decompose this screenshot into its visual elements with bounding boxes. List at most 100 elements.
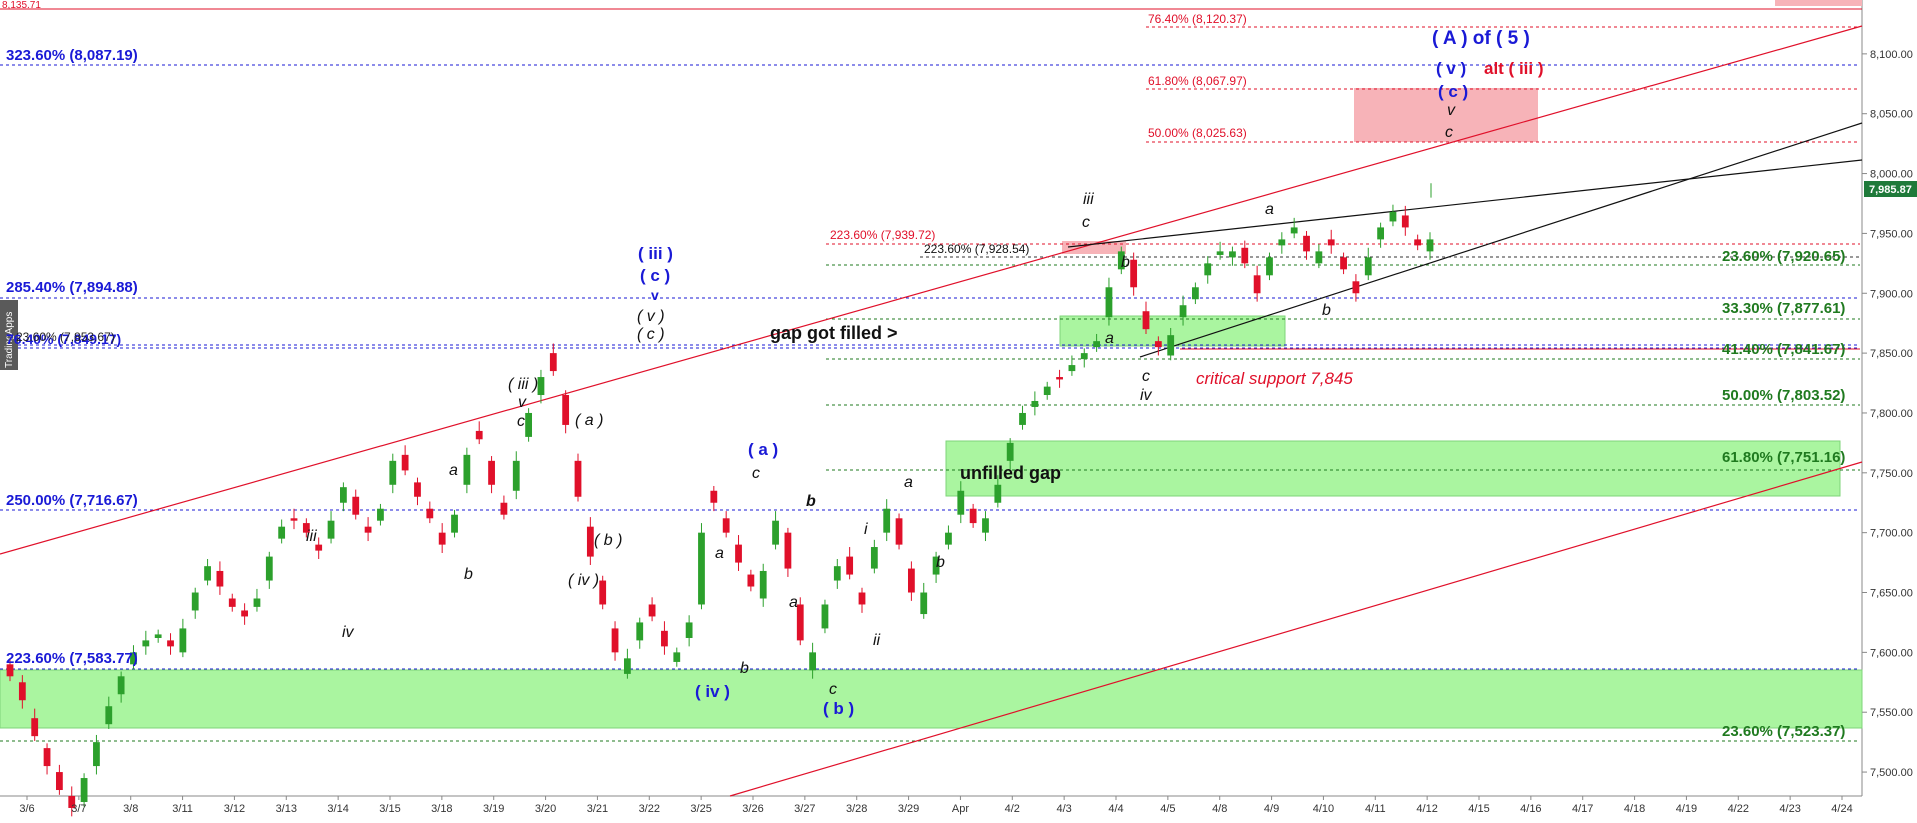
time-tick-label: 4/5 xyxy=(1160,803,1175,815)
candle-body xyxy=(1154,341,1162,348)
candle-body xyxy=(31,718,39,737)
candle-body xyxy=(747,574,755,587)
wave-label-iv-paren: ( iv ) xyxy=(568,572,599,589)
time-tick-label: 4/17 xyxy=(1572,803,1593,815)
candle-body xyxy=(228,598,236,607)
time-tick-label: 3/27 xyxy=(794,803,815,815)
wave-label-a-1: a xyxy=(449,462,458,479)
time-tick-label: 4/19 xyxy=(1676,803,1697,815)
candle-body xyxy=(1266,257,1273,276)
candle-body xyxy=(389,460,397,485)
candle-body xyxy=(858,592,866,605)
trend-lines xyxy=(0,25,1863,797)
candle-body xyxy=(364,526,372,533)
time-tick-label: 4/12 xyxy=(1416,803,1437,815)
candle-body xyxy=(43,748,51,767)
time-tick-label: 4/16 xyxy=(1520,803,1541,815)
candle-body xyxy=(167,640,174,647)
fib-label-764-red: 76.40% (8,120.37) xyxy=(1148,12,1247,26)
fib-label-overlap-b: 76.40% (7,849.17) xyxy=(6,331,121,347)
time-tick-label: 3/13 xyxy=(276,803,297,815)
channel-upper-red xyxy=(0,25,1863,555)
candle-body xyxy=(537,377,545,396)
candle-body xyxy=(759,570,767,599)
candle-body xyxy=(525,412,533,437)
candle-body xyxy=(302,523,310,533)
candle-body xyxy=(179,628,187,653)
annotation-gap-filled: gap got filled > xyxy=(770,323,898,343)
candle-body xyxy=(1377,227,1385,240)
wave-label-b-6: b xyxy=(1322,302,1331,319)
wave-label-c-4: c xyxy=(1082,214,1090,231)
candle-body xyxy=(1278,239,1286,246)
candle-body xyxy=(68,796,76,808)
fib-label-333-green: 33.30% (7,877.61) xyxy=(1722,300,1845,317)
fib-label-223: 223.60% (7,583.77) xyxy=(6,650,138,667)
candle-body xyxy=(377,508,384,521)
wave-blue-iv: ( iv ) xyxy=(695,682,730,701)
time-tick-label: 3/29 xyxy=(898,803,919,815)
time-tick-label: Apr xyxy=(952,803,969,815)
time-tick-label: 4/11 xyxy=(1365,803,1386,815)
candle-body xyxy=(105,706,113,725)
candle-body xyxy=(1253,275,1261,294)
candle-body xyxy=(93,742,100,767)
candle-body xyxy=(401,454,409,471)
price-tick-label: 7,650.00 xyxy=(1870,588,1913,600)
candle-body xyxy=(204,566,211,581)
wave-label-iii-1: iii xyxy=(306,528,317,545)
candle-body xyxy=(55,772,63,791)
time-ticks: 3/6 3/7 3/8 3/11 3/12 3/13 3/14 3/15 3/18 3/19 3/2… xyxy=(19,796,1853,815)
fib-label-2236-red: 223.60% (7,939.72) xyxy=(830,228,935,242)
candle-body xyxy=(241,610,249,617)
candle-body xyxy=(500,502,508,515)
candle-body xyxy=(80,778,88,802)
top-left-price-label: 8,135.71 xyxy=(2,0,41,11)
time-tick-label: 4/18 xyxy=(1624,803,1645,815)
price-tick-label: 7,800.00 xyxy=(1870,408,1913,420)
fib-label-414-green: 41.40% (7,841.67) xyxy=(1722,341,1845,358)
candle-body xyxy=(574,460,582,497)
candle-body xyxy=(648,604,656,617)
candle-body xyxy=(216,570,224,587)
candle-body xyxy=(1340,257,1347,270)
time-tick-label: 3/15 xyxy=(379,803,400,815)
time-tick-label: 4/15 xyxy=(1468,803,1489,815)
candle-body xyxy=(883,508,891,533)
time-tick-label: 3/25 xyxy=(690,803,711,815)
candle-body xyxy=(907,568,915,593)
candle-body xyxy=(945,532,952,545)
candle-body xyxy=(895,518,903,545)
fib-label-250: 250.00% (7,716.67) xyxy=(6,492,138,509)
candle-body xyxy=(623,658,631,674)
candle-body xyxy=(710,490,718,503)
candle-body xyxy=(1327,239,1335,246)
price-tick-label: 8,100.00 xyxy=(1870,49,1913,61)
wave-label-a-5: a xyxy=(1105,330,1114,347)
price-tick-label: 7,500.00 xyxy=(1870,767,1913,779)
candle-body xyxy=(920,592,928,615)
candle-body xyxy=(142,640,150,647)
wave-blue-iii: ( iii ) xyxy=(638,244,673,263)
wave-label-c-3: c xyxy=(829,681,837,698)
candle-body xyxy=(932,556,940,575)
time-tick-label: 3/22 xyxy=(639,803,660,815)
trendline-upper-black xyxy=(1067,159,1863,248)
candle-body xyxy=(735,544,742,563)
candle-body xyxy=(685,622,693,638)
candle-body xyxy=(426,508,434,519)
candle-body xyxy=(327,520,335,539)
candle-body xyxy=(1130,259,1138,288)
price-tick-label: 7,900.00 xyxy=(1870,288,1913,300)
time-tick-label: 4/4 xyxy=(1108,803,1123,815)
candle-body xyxy=(1006,442,1014,461)
wave-label-v-paren: ( v ) xyxy=(637,308,665,325)
candle-body xyxy=(809,652,817,671)
time-tick-label: 3/26 xyxy=(742,803,763,815)
wave-label-a-2: a xyxy=(715,545,724,562)
last-price-label: 7,985.87 xyxy=(1869,184,1912,196)
wave-label-b-1: b xyxy=(464,566,473,583)
candles xyxy=(6,183,1434,817)
candle-body xyxy=(1216,251,1224,255)
annotation-critical-support: critical support 7,845 xyxy=(1196,369,1353,388)
